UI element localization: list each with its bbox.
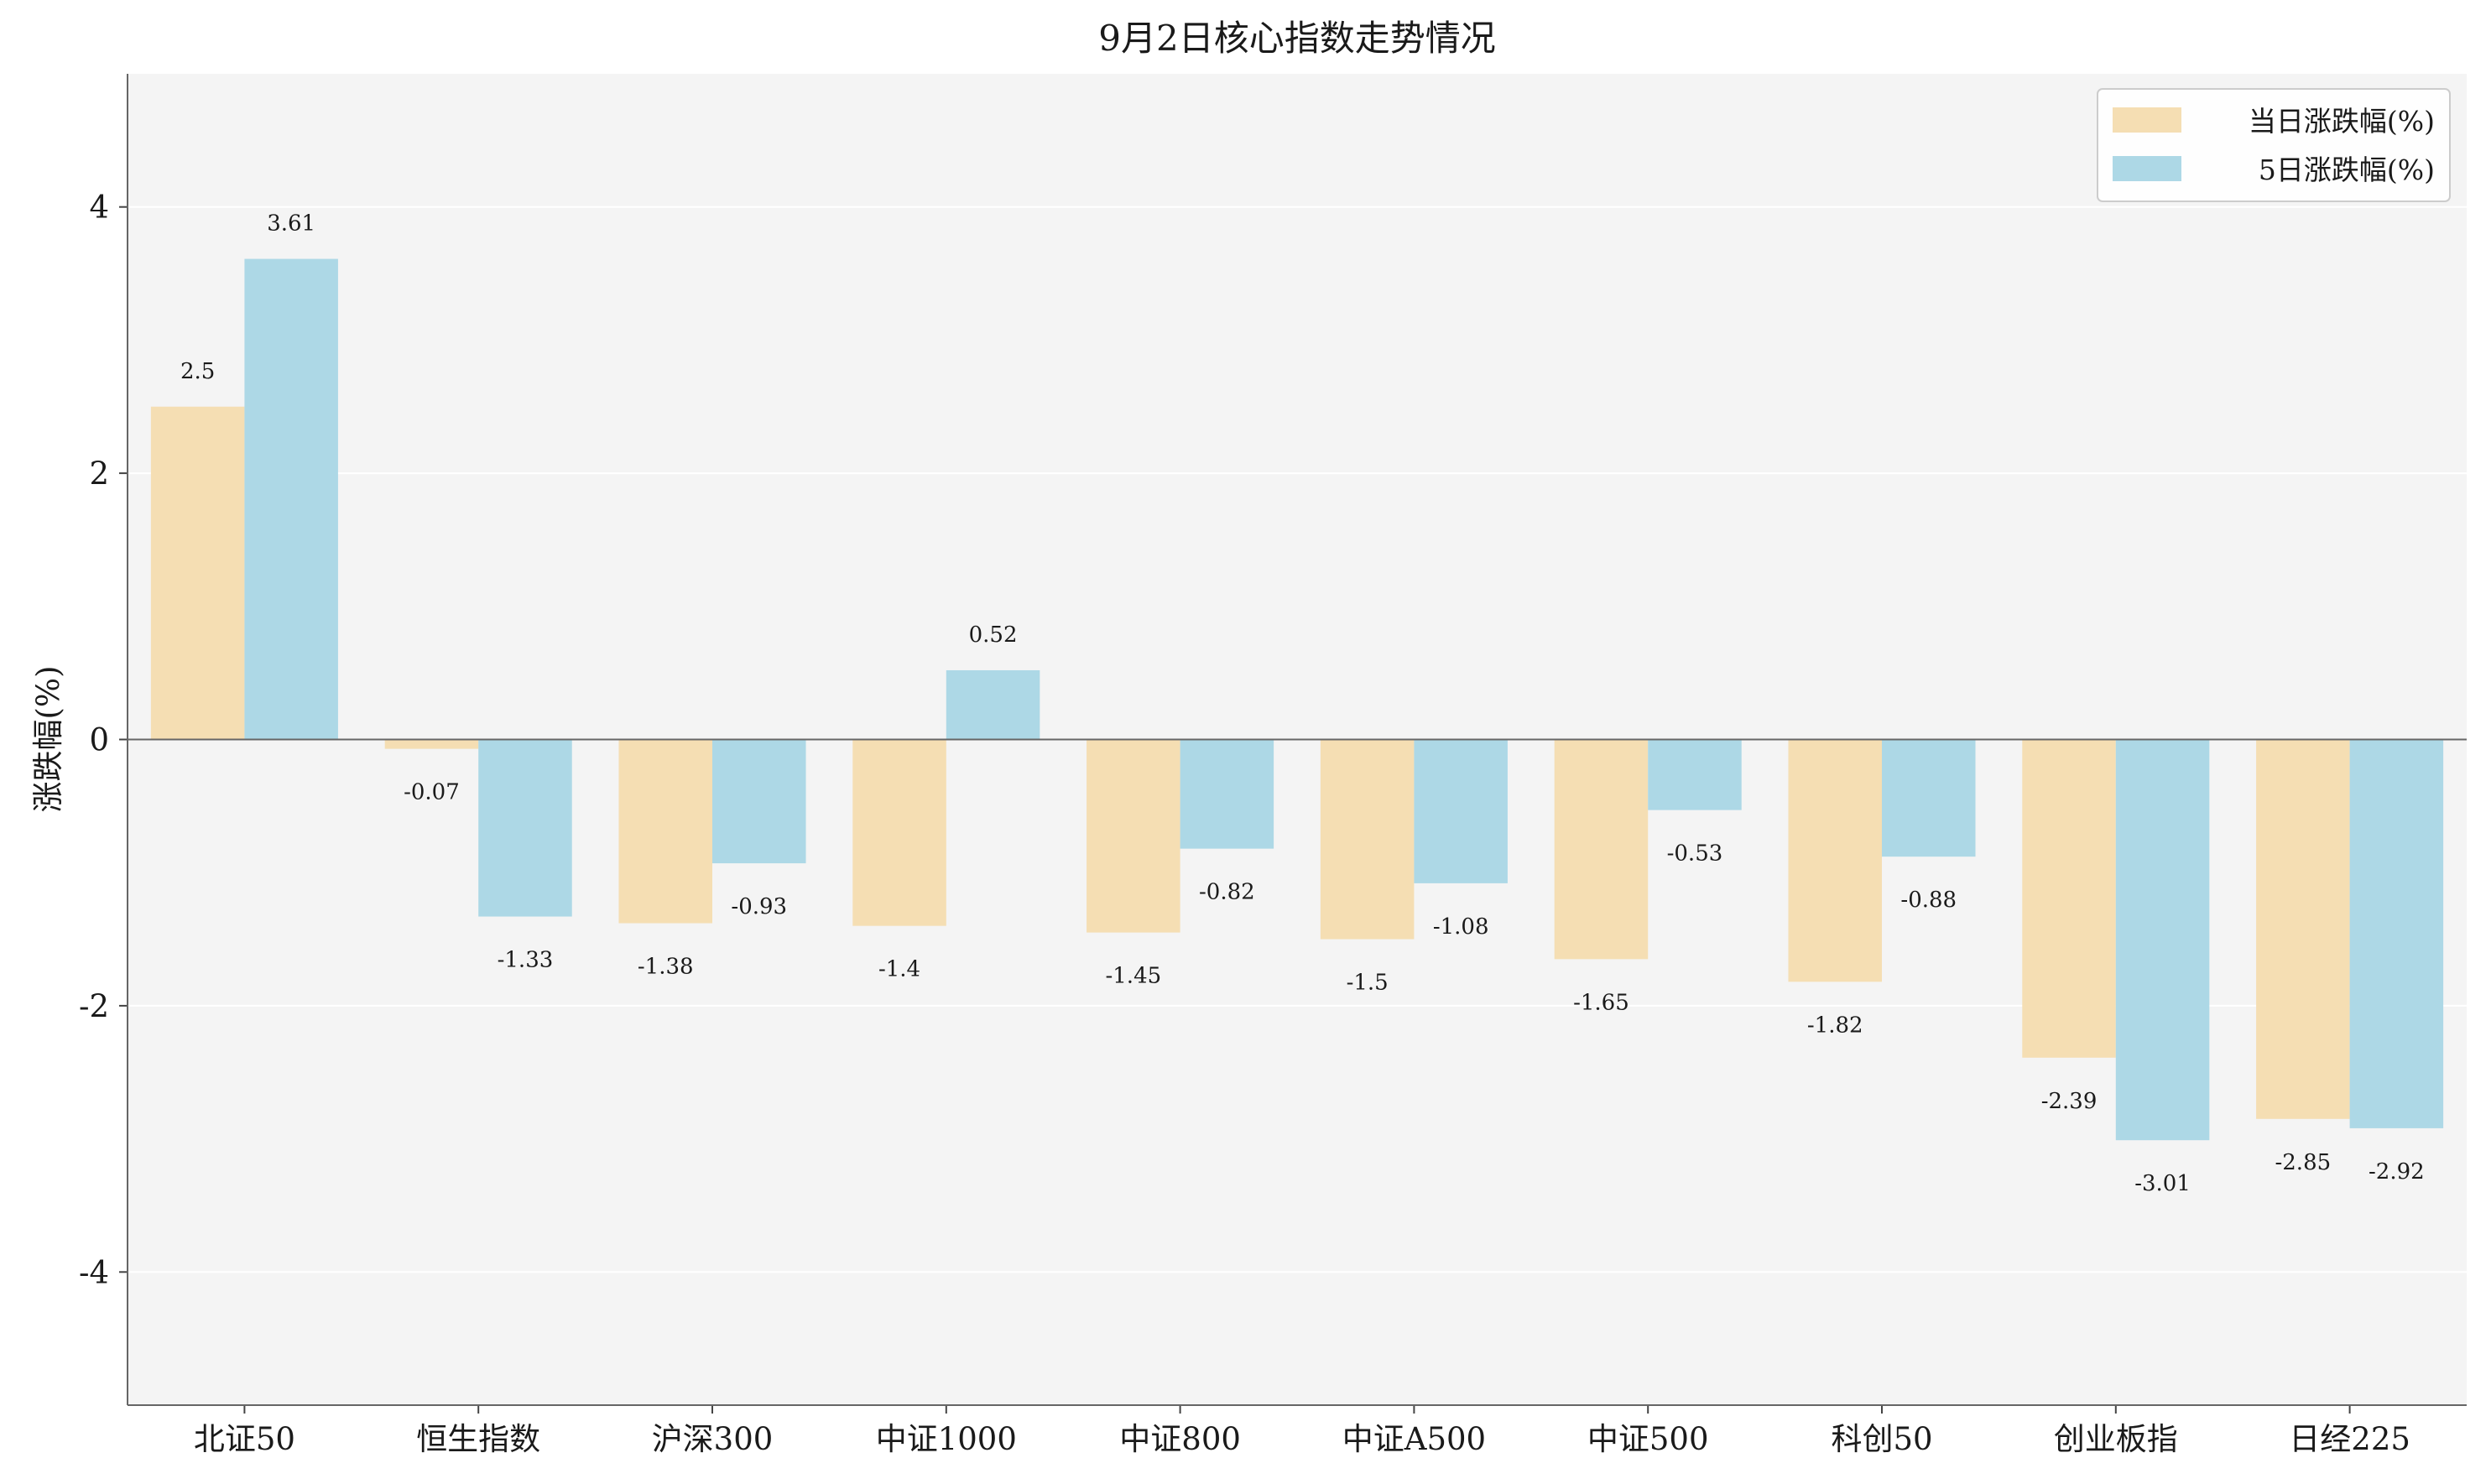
data-label: 2.5 [180,359,215,384]
data-label: 3.61 [267,211,315,237]
data-label: -3.01 [2134,1171,2191,1196]
legend-box [2097,88,2451,202]
legend-label: 当日涨跌幅(%) [2249,105,2435,138]
bar [2022,739,2116,1058]
data-label: -2.39 [2041,1089,2098,1114]
data-labels: 2.5 3.61 -0.07 -1.33 -1.38 -0.93 -1.4 0.52 -1.45… [180,211,2425,1197]
bar [1882,739,1976,857]
data-label: -1.08 [1433,914,1489,940]
bar [1788,739,1882,982]
data-label: -2.85 [2275,1150,2331,1175]
bars [150,258,2444,1141]
bar [1648,739,1742,810]
x-tick-label: 恒生指数 [416,1421,540,1457]
data-label: -0.88 [1900,888,1957,913]
x-tick-label: 科创50 [1831,1421,1932,1457]
y-tick-label: 2 [89,456,109,492]
bar [1320,739,1415,940]
x-tick-label: 中证1000 [876,1421,1017,1457]
data-label: -1.4 [878,957,920,982]
bar [150,406,245,740]
data-label: 0.52 [969,622,1018,648]
x-tick-label: 北证50 [194,1421,295,1457]
data-label: -0.82 [1199,880,1255,905]
legend: 当日涨跌幅(%) 5日涨跌幅(%) [2097,88,2451,202]
x-tick-label: 日经225 [2289,1421,2410,1457]
data-label: -1.33 [498,948,554,973]
bar [852,739,946,926]
axes: -4 -2 0 2 4 北证50 恒生指数 沪深300 中证1000 中证800 中证A500 中证5… [79,74,2467,1457]
bar [1087,739,1180,933]
y-tick-label: 4 [89,190,109,226]
legend-label: 5日涨跌幅(%) [2259,154,2435,186]
legend-swatch [2113,107,2181,133]
bar [2256,739,2350,1119]
x-tick-label: 沪深300 [652,1421,774,1457]
bar [1414,739,1508,883]
x-tick-label: 中证500 [1587,1421,1709,1457]
data-label: -0.53 [1667,841,1723,867]
bar [2349,739,2444,1128]
y-tick-label: -2 [79,988,109,1024]
legend-swatch [2113,156,2181,181]
y-axis-label: 涨跌幅(%) [30,665,66,812]
x-tick-label: 中证800 [1119,1421,1241,1457]
data-label: -1.5 [1347,971,1389,996]
data-label: -1.82 [1807,1013,1863,1038]
bar [1554,739,1649,960]
x-tick-label: 中证A500 [1342,1421,1486,1457]
bar [244,258,338,740]
data-label: -2.92 [2369,1159,2425,1185]
data-label: -0.07 [404,780,460,805]
bar [1180,739,1274,849]
data-label: -1.38 [638,955,694,980]
data-label: -1.45 [1105,964,1161,989]
chart-title: 9月2日核心指数走势情况 [1098,18,1495,59]
bar [946,669,1040,740]
y-tick-label: -4 [79,1254,109,1290]
bar [618,739,712,924]
data-label: -0.93 [731,894,787,919]
bar [384,739,479,749]
x-tick-label: 创业板指 [2054,1421,2178,1457]
bar [712,739,806,864]
y-tick-label: 0 [89,722,109,758]
bar [2115,739,2210,1141]
data-label: -1.65 [1573,990,1629,1015]
bar [478,739,572,917]
